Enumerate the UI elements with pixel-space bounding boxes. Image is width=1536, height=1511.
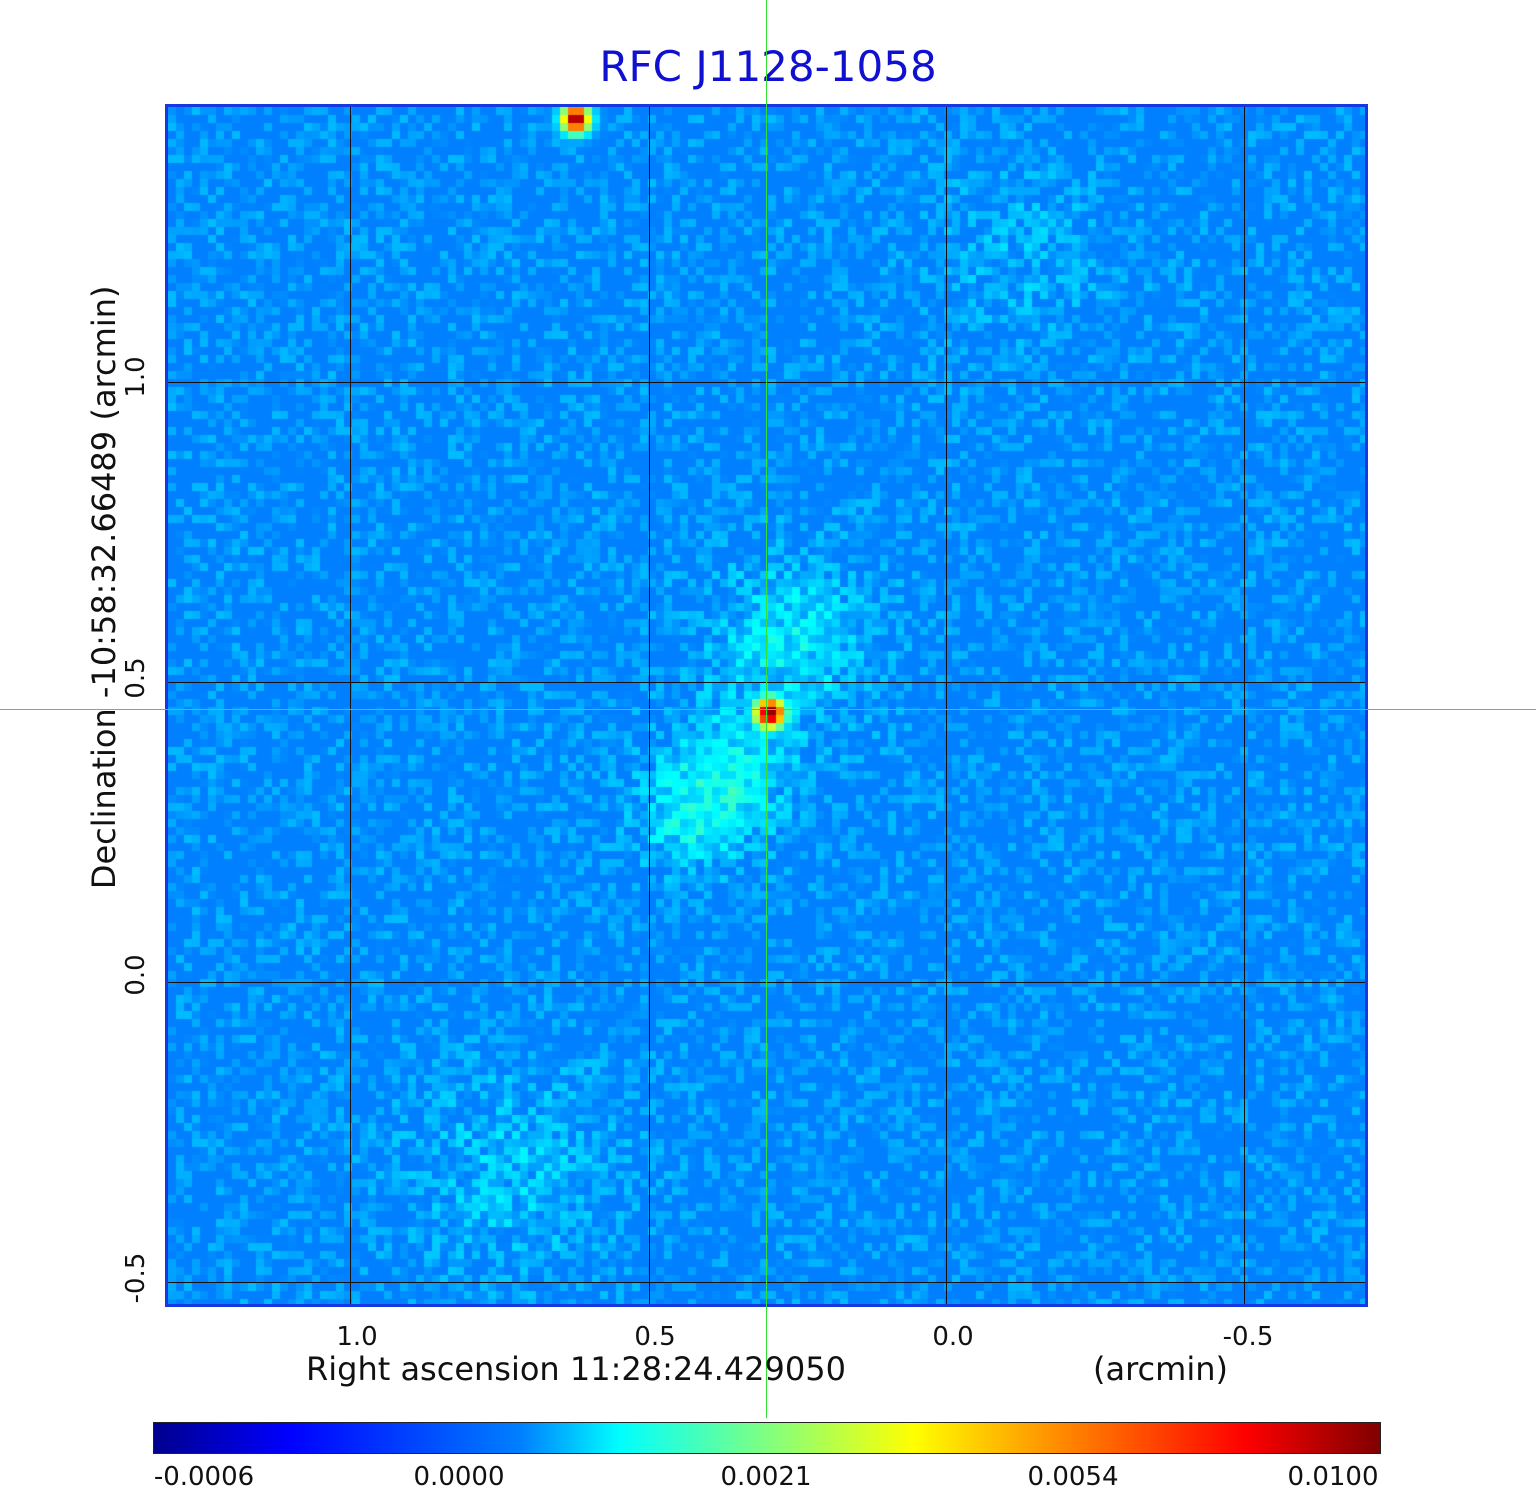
x-tick-label: 1.0 — [336, 1322, 378, 1352]
image-title: RFC J1128-1058 — [599, 42, 937, 91]
x-tick-label: 0.5 — [634, 1322, 676, 1352]
y-tick-label: 1.0 — [121, 356, 151, 398]
grid-line-ra-0.5 — [649, 107, 650, 1304]
colorbar-tick-label: 0.0021 — [720, 1462, 812, 1492]
y-tick-label: -0.5 — [121, 1252, 151, 1304]
y-axis-label: Declination -10:58:32.66489 — [85, 430, 123, 890]
colorbar-tick-label: 0.0100 — [1287, 1462, 1379, 1492]
crosshair-horizontal — [0, 709, 1536, 710]
colorbar-tick-label: 0.0054 — [1027, 1462, 1119, 1492]
colorbar-tick-label: 0.0000 — [413, 1462, 505, 1492]
colorbar-tick-label: -0.0006 — [153, 1462, 255, 1492]
colorbar — [153, 1422, 1381, 1454]
x-axis-label: Right ascension 11:28:24.429050 — [306, 1350, 846, 1388]
x-tick-label: -0.5 — [1222, 1322, 1274, 1352]
grid-line-ra--0.5 — [1244, 107, 1245, 1304]
x-tick-label: 0.0 — [932, 1322, 974, 1352]
grid-line-ra-1.0 — [350, 107, 351, 1304]
y-tick-label: 0.5 — [121, 657, 151, 699]
grid-line-ra-0.0 — [946, 107, 947, 1304]
x-axis-unit: (arcmin) — [1093, 1350, 1228, 1388]
y-axis-unit: (arcmin) — [85, 285, 123, 421]
y-tick-label: 0.0 — [121, 954, 151, 996]
